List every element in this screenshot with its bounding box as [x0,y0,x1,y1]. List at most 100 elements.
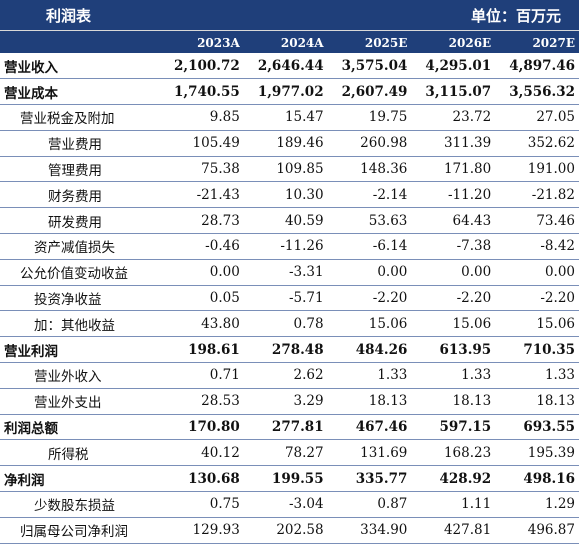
table-row: 资产减值损失 -0.46 -11.26 -6.14 -7.38 -8.42 [0,233,579,260]
value-cell: 170.80 [160,414,244,441]
table-row: 营业外支出 28.53 3.29 18.13 18.13 18.13 [0,388,579,415]
value-cell: 109.85 [243,156,328,183]
table-row: 加：其他收益 43.80 0.78 15.06 15.06 15.06 [0,310,579,338]
value-cell: 484.26 [327,336,412,364]
value-cell: 43.80 [160,310,244,338]
value-cell: 693.55 [495,414,579,441]
value-cell: 171.80 [411,156,496,183]
value-cell: 277.81 [243,414,328,441]
value-cell: 2,100.72 [160,53,244,80]
value-cell: 0.78 [243,310,328,338]
row-label: 利润总额 [0,414,160,441]
value-cell: 28.53 [160,388,244,415]
table-row: 营业收入 2,100.72 2,646.44 3,575.04 4,295.01 4,89… [0,53,579,80]
value-cell: 131.69 [327,439,412,467]
value-cell: -6.14 [327,233,412,260]
value-cell: 0.75 [160,491,244,518]
value-cell: 10.30 [243,181,328,209]
value-cell: -8.42 [495,233,579,260]
row-label: 营业外收入 [0,362,160,389]
column-header: 2025E [364,36,408,50]
value-cell: 1,740.55 [160,78,244,106]
value-cell: 130.68 [160,465,244,493]
value-cell: -3.04 [243,491,328,518]
row-label: 归属母公司净利润 [0,517,160,544]
value-cell: -21.43 [160,181,244,209]
value-cell: 2,607.49 [327,78,412,106]
row-label: 营业外支出 [0,388,160,415]
table-row: 净利润 130.68 199.55 335.77 428.92 498.16 [0,465,579,493]
value-cell: 311.39 [411,130,496,157]
table-row: 所得税 40.12 78.27 131.69 168.23 195.39 [0,439,579,467]
value-cell: 2.62 [243,362,328,389]
unit-label: 单位：百万元 [470,6,561,25]
value-cell: 496.87 [495,517,579,544]
value-cell: 3,556.32 [495,78,579,106]
value-cell: -2.14 [327,181,412,209]
row-label: 所得税 [0,439,160,467]
row-label: 加：其他收益 [0,310,160,338]
value-cell: 498.16 [495,465,579,493]
value-cell: 0.87 [327,491,412,518]
table-row: 归属母公司净利润 129.93 202.58 334.90 427.81 496.87 [0,517,579,544]
value-cell: 4,295.01 [411,53,496,80]
value-cell: 427.81 [411,517,496,544]
value-cell: 3,115.07 [411,78,496,106]
value-cell: 467.46 [327,414,412,441]
table-row: 公允价值变动收益 0.00 -3.31 0.00 0.00 0.00 [0,259,579,286]
table-title: 利润表 [46,6,92,25]
value-cell: 0.00 [327,259,412,286]
row-label: 营业利润 [0,336,160,364]
row-label: 投资净收益 [0,285,160,312]
value-cell: -2.20 [495,285,579,312]
value-cell: 428.92 [411,465,496,493]
value-cell: 198.61 [160,336,244,364]
table-row: 营业外收入 0.71 2.62 1.33 1.33 1.33 [0,362,579,389]
value-cell: 15.06 [495,310,579,338]
value-cell: 15.06 [411,310,496,338]
value-cell: 3,575.04 [327,53,412,80]
value-cell: 15.06 [327,310,412,338]
column-header: 2023A [197,36,240,50]
value-cell: 1.29 [495,491,579,518]
value-cell: -0.46 [160,233,244,260]
value-cell: -5.71 [243,285,328,312]
value-cell: 199.55 [243,465,328,493]
table-row: 营业费用 105.49 189.46 260.98 311.39 352.62 [0,130,579,157]
value-cell: 335.77 [327,465,412,493]
row-label: 财务费用 [0,181,160,209]
value-cell: 148.36 [327,156,412,183]
value-cell: 78.27 [243,439,328,467]
row-label: 研发费用 [0,207,160,235]
value-cell: 352.62 [495,130,579,157]
value-cell: 0.00 [495,259,579,286]
value-cell: 334.90 [327,517,412,544]
value-cell: 0.05 [160,285,244,312]
value-cell: 3.29 [243,388,328,415]
column-header: 2026E [448,36,492,50]
table-row: 营业税金及附加 9.85 15.47 19.75 23.72 27.05 [0,104,579,131]
table-row: 利润总额 170.80 277.81 467.46 597.15 693.55 [0,414,579,441]
value-cell: 260.98 [327,130,412,157]
value-cell: 1.33 [495,362,579,389]
value-cell: 710.35 [495,336,579,364]
table-row: 投资净收益 0.05 -5.71 -2.20 -2.20 -2.20 [0,285,579,312]
title-bar: 利润表 单位：百万元 [0,0,579,30]
row-label: 营业收入 [0,53,160,80]
data-table: 营业收入 2,100.72 2,646.44 3,575.04 4,295.01 4,89… [0,53,579,544]
value-cell: 278.48 [243,336,328,364]
value-cell: 195.39 [495,439,579,467]
value-cell: 27.05 [495,104,579,131]
value-cell: 1,977.02 [243,78,328,106]
value-cell: 15.47 [243,104,328,131]
row-label: 营业税金及附加 [0,104,160,131]
value-cell: 129.93 [160,517,244,544]
value-cell: 1.11 [411,491,496,518]
value-cell: 53.63 [327,207,412,235]
value-cell: 9.85 [160,104,244,131]
row-label: 营业费用 [0,130,160,157]
value-cell: -21.82 [495,181,579,209]
value-cell: -7.38 [411,233,496,260]
value-cell: 0.00 [411,259,496,286]
row-label: 营业成本 [0,78,160,106]
